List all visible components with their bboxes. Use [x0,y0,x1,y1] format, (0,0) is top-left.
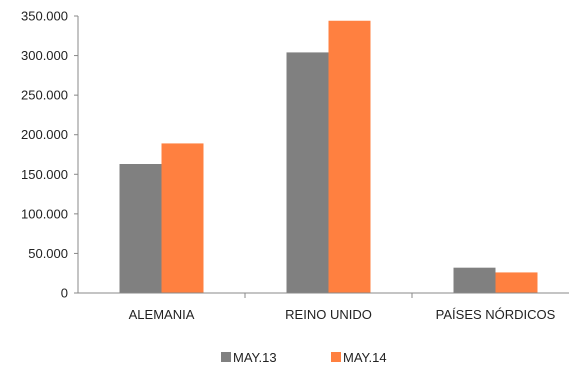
y-tick-label: 0 [61,286,68,301]
category-label: PAÍSES NÓRDICOS [436,307,556,322]
bar-may13-2 [453,267,496,293]
legend: MAY.13 MAY.14 [221,350,387,365]
legend-label-may14: MAY.14 [343,350,387,365]
bars [119,20,538,294]
y-tick-label: 200.000 [21,127,68,142]
bar-may14-0 [161,143,204,293]
bar-may14-2 [495,272,538,293]
bar-may13-0 [119,163,162,293]
category-label: ALEMANIA [129,307,195,322]
bar-may14-1 [328,20,371,294]
y-axis-ticks: 0 50.000 100.000 150.000 200.000 250.000 300.0… [21,9,78,301]
axes [77,16,569,298]
y-tick-label: 100.000 [21,206,68,221]
category-label: REINO UNIDO [285,307,372,322]
y-tick-label: 300.000 [21,48,68,63]
legend-swatch-may14 [331,352,341,362]
y-tick-label: 250.000 [21,88,68,103]
category-labels: ALEMANIA REINO UNIDO PAÍSES NÓRDICOS [129,307,556,322]
y-tick-label: 50.000 [28,246,68,261]
y-tick-label: 350.000 [21,9,68,24]
y-tick-label: 150.000 [21,167,68,182]
bar-may13-1 [286,52,329,293]
legend-label-may13: MAY.13 [233,350,277,365]
legend-swatch-may13 [221,352,231,362]
